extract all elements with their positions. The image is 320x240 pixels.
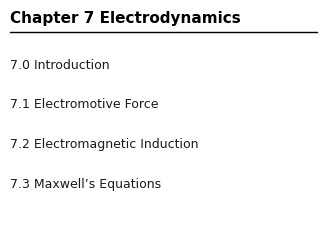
Text: Chapter 7 Electrodynamics: Chapter 7 Electrodynamics: [10, 11, 240, 26]
Text: 7.3 Maxwell’s Equations: 7.3 Maxwell’s Equations: [10, 178, 161, 191]
Text: 7.0 Introduction: 7.0 Introduction: [10, 59, 109, 72]
Text: 7.1 Electromotive Force: 7.1 Electromotive Force: [10, 98, 158, 111]
Text: 7.2 Electromagnetic Induction: 7.2 Electromagnetic Induction: [10, 138, 198, 151]
